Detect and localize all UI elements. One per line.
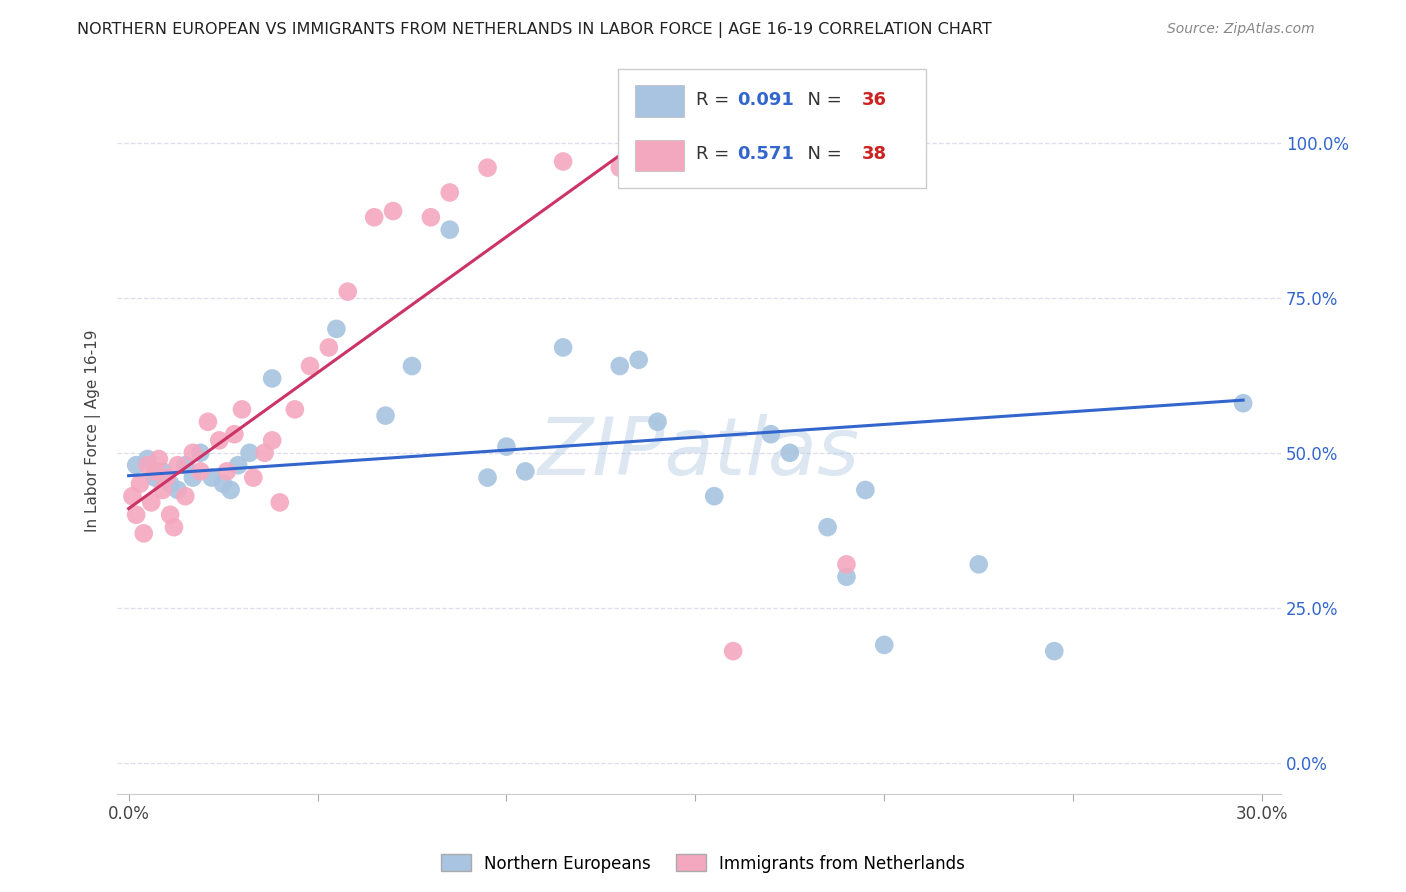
Point xyxy=(627,352,650,367)
Text: N =: N = xyxy=(796,91,848,109)
Point xyxy=(419,211,441,225)
Text: 36: 36 xyxy=(862,91,887,109)
Point xyxy=(262,434,284,448)
Point xyxy=(125,508,148,522)
Point xyxy=(262,371,284,385)
Point xyxy=(817,520,839,534)
Point xyxy=(141,495,163,509)
Point xyxy=(152,464,174,478)
Point xyxy=(382,204,405,219)
FancyBboxPatch shape xyxy=(617,69,927,188)
Point xyxy=(284,402,307,417)
Point xyxy=(212,476,235,491)
Point xyxy=(136,458,159,473)
Point xyxy=(174,489,197,503)
Point xyxy=(439,222,461,236)
Point xyxy=(515,464,537,478)
Point xyxy=(201,470,224,484)
Legend: Northern Europeans, Immigrants from Netherlands: Northern Europeans, Immigrants from Neth… xyxy=(434,847,972,880)
Point xyxy=(163,520,186,534)
Point xyxy=(551,154,574,169)
Point xyxy=(143,470,166,484)
Point xyxy=(401,359,423,373)
Point xyxy=(132,526,155,541)
Text: ZIPatlas: ZIPatlas xyxy=(538,414,860,491)
Point xyxy=(226,458,249,473)
Text: N =: N = xyxy=(796,145,848,163)
Point xyxy=(967,558,990,572)
Text: R =: R = xyxy=(696,91,734,109)
Point xyxy=(129,476,152,491)
Point xyxy=(159,508,181,522)
Point xyxy=(224,427,246,442)
Point xyxy=(253,446,276,460)
Point xyxy=(835,558,858,572)
Point xyxy=(477,161,499,175)
Text: 38: 38 xyxy=(862,145,887,163)
Point xyxy=(166,458,188,473)
Point xyxy=(181,470,204,484)
Point xyxy=(269,495,291,509)
Point xyxy=(208,434,231,448)
Point xyxy=(609,161,631,175)
Point xyxy=(703,489,725,503)
Point xyxy=(759,427,782,442)
Point xyxy=(238,446,260,460)
Point xyxy=(477,470,499,484)
Point xyxy=(647,415,669,429)
Point xyxy=(835,570,858,584)
Point xyxy=(166,483,188,497)
Point xyxy=(242,470,264,484)
Point xyxy=(148,452,170,467)
Point xyxy=(853,483,876,497)
Point xyxy=(219,483,242,497)
Point xyxy=(374,409,396,423)
Point xyxy=(551,340,574,354)
FancyBboxPatch shape xyxy=(636,139,683,171)
Point xyxy=(609,359,631,373)
Point xyxy=(318,340,340,354)
Point xyxy=(190,446,212,460)
Text: 0.091: 0.091 xyxy=(738,91,794,109)
Point xyxy=(215,464,238,478)
Text: Source: ZipAtlas.com: Source: ZipAtlas.com xyxy=(1167,22,1315,37)
Point xyxy=(439,186,461,200)
Text: 0.571: 0.571 xyxy=(738,145,794,163)
Point xyxy=(873,638,896,652)
Point xyxy=(152,483,174,497)
Point xyxy=(143,464,166,478)
Y-axis label: In Labor Force | Age 16-19: In Labor Force | Age 16-19 xyxy=(86,330,101,533)
Point xyxy=(136,452,159,467)
Point xyxy=(495,440,517,454)
Point xyxy=(298,359,321,373)
Point xyxy=(363,211,385,225)
Point xyxy=(121,489,143,503)
Point xyxy=(197,415,219,429)
Point xyxy=(1043,644,1066,658)
Point xyxy=(159,476,181,491)
Point xyxy=(336,285,359,299)
Point xyxy=(174,458,197,473)
Point xyxy=(325,322,347,336)
Point xyxy=(721,644,744,658)
Point xyxy=(155,470,177,484)
Point xyxy=(231,402,253,417)
Point xyxy=(1232,396,1254,410)
FancyBboxPatch shape xyxy=(636,86,683,117)
Point xyxy=(190,464,212,478)
Point xyxy=(779,446,801,460)
Point xyxy=(125,458,148,473)
Text: NORTHERN EUROPEAN VS IMMIGRANTS FROM NETHERLANDS IN LABOR FORCE | AGE 16-19 CORR: NORTHERN EUROPEAN VS IMMIGRANTS FROM NET… xyxy=(77,22,993,38)
Text: R =: R = xyxy=(696,145,734,163)
Point xyxy=(181,446,204,460)
